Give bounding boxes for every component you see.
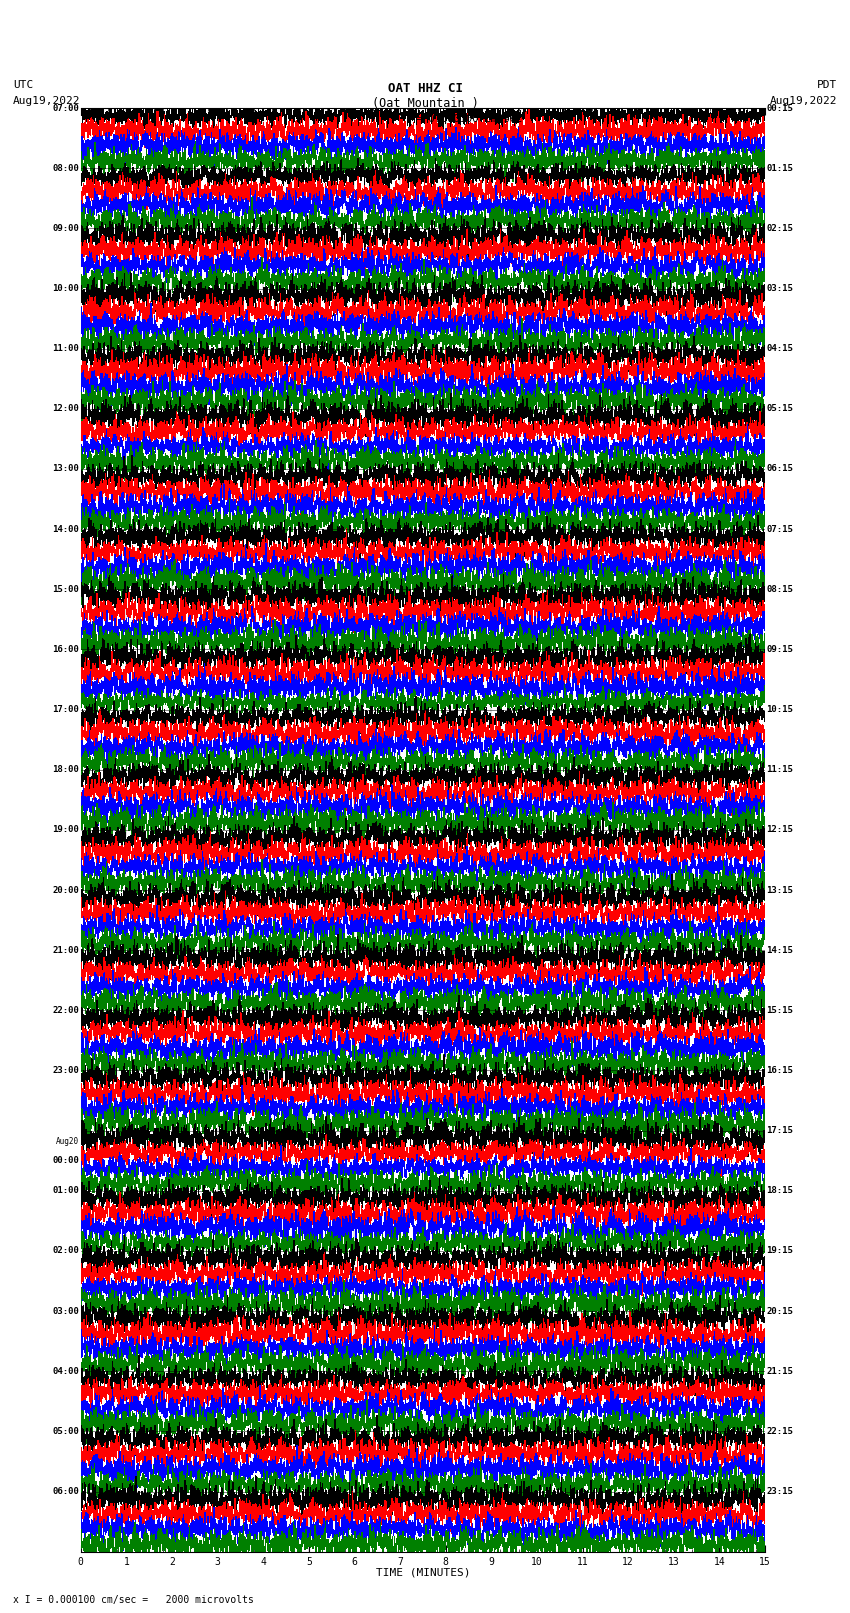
Text: 15:15: 15:15 [767,1007,793,1015]
Text: 04:15: 04:15 [767,344,793,353]
Text: 22:15: 22:15 [767,1428,793,1436]
Text: 01:00: 01:00 [53,1186,79,1195]
Text: Aug19,2022: Aug19,2022 [770,97,837,106]
Text: 22:00: 22:00 [53,1007,79,1015]
Text: 11:15: 11:15 [767,765,793,774]
Text: 09:00: 09:00 [53,224,79,232]
Text: = 0.000100 cm/sec: = 0.000100 cm/sec [416,115,523,124]
Text: 21:15: 21:15 [767,1366,793,1376]
Text: 17:00: 17:00 [53,705,79,715]
Text: 20:15: 20:15 [767,1307,793,1316]
Text: 18:15: 18:15 [767,1186,793,1195]
Text: 03:15: 03:15 [767,284,793,294]
Text: 18:00: 18:00 [53,765,79,774]
Text: 07:15: 07:15 [767,524,793,534]
Text: 19:00: 19:00 [53,826,79,834]
Text: 00:00: 00:00 [53,1157,79,1165]
Text: 07:00: 07:00 [53,103,79,113]
Text: Aug20: Aug20 [56,1137,79,1145]
Text: 16:00: 16:00 [53,645,79,653]
Text: PDT: PDT [817,81,837,90]
Text: 14:00: 14:00 [53,524,79,534]
Text: 04:00: 04:00 [53,1366,79,1376]
X-axis label: TIME (MINUTES): TIME (MINUTES) [376,1568,470,1578]
Text: OAT HHZ CI: OAT HHZ CI [388,82,462,95]
Text: 08:15: 08:15 [767,586,793,594]
Text: 14:15: 14:15 [767,945,793,955]
Text: 08:00: 08:00 [53,165,79,173]
Text: 20:00: 20:00 [53,886,79,895]
Text: 05:00: 05:00 [53,1428,79,1436]
Text: 03:00: 03:00 [53,1307,79,1316]
Text: 23:00: 23:00 [53,1066,79,1074]
Text: I: I [405,108,415,123]
Text: x I = 0.000100 cm/sec =   2000 microvolts: x I = 0.000100 cm/sec = 2000 microvolts [13,1595,253,1605]
Text: 13:15: 13:15 [767,886,793,895]
Text: 06:15: 06:15 [767,465,793,474]
Text: 10:15: 10:15 [767,705,793,715]
Text: 05:15: 05:15 [767,405,793,413]
Text: 02:15: 02:15 [767,224,793,232]
Text: 09:15: 09:15 [767,645,793,653]
Text: 19:15: 19:15 [767,1247,793,1255]
Text: 21:00: 21:00 [53,945,79,955]
Text: 11:00: 11:00 [53,344,79,353]
Text: 10:00: 10:00 [53,284,79,294]
Text: 16:15: 16:15 [767,1066,793,1074]
Text: 17:15: 17:15 [767,1126,793,1136]
Text: UTC: UTC [13,81,33,90]
Text: 01:15: 01:15 [767,165,793,173]
Text: (Oat Mountain ): (Oat Mountain ) [371,97,479,110]
Text: 12:15: 12:15 [767,826,793,834]
Text: 13:00: 13:00 [53,465,79,474]
Text: Aug19,2022: Aug19,2022 [13,97,80,106]
Text: 12:00: 12:00 [53,405,79,413]
Text: 23:15: 23:15 [767,1487,793,1495]
Text: 06:00: 06:00 [53,1487,79,1495]
Text: 02:00: 02:00 [53,1247,79,1255]
Text: 15:00: 15:00 [53,586,79,594]
Text: 00:15: 00:15 [767,103,793,113]
